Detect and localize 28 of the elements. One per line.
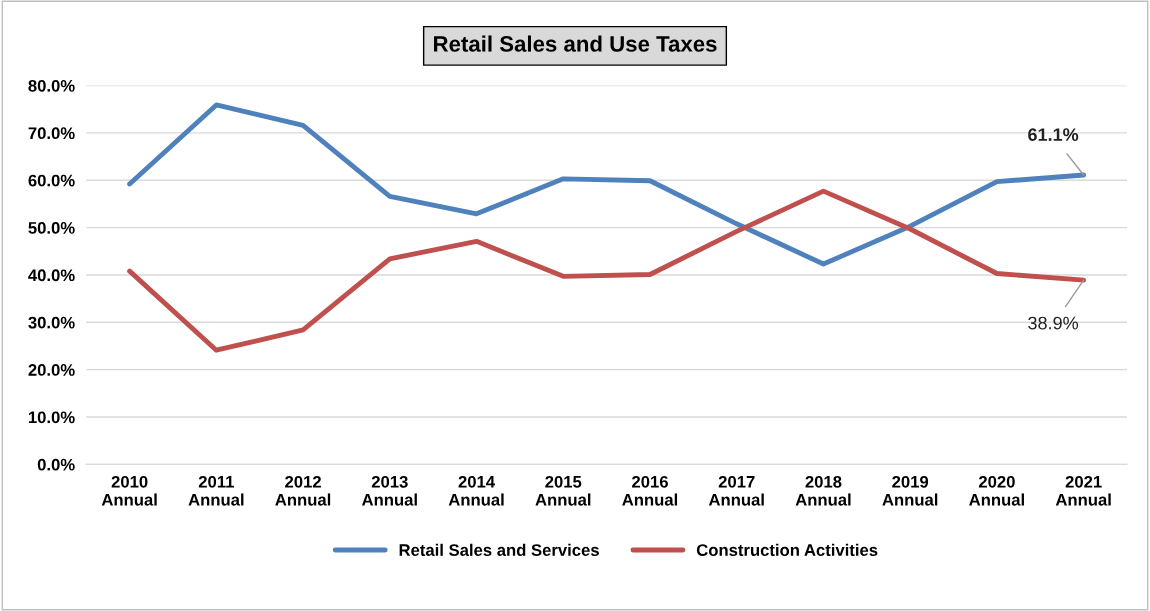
x-tick-label: 2010 Annual bbox=[101, 475, 157, 506]
y-tick-label: 20.0% bbox=[28, 364, 75, 376]
x-tick-label: 2019 Annual bbox=[882, 475, 938, 506]
x-tick-label: 2020 Annual bbox=[969, 475, 1024, 506]
legend-label: Retail Sales and Services bbox=[399, 543, 599, 556]
x-tick-label: 2021 Annual bbox=[1055, 475, 1111, 506]
x-tick-label: 2015 Annual bbox=[535, 475, 591, 506]
y-tick-label: 10.0% bbox=[28, 411, 75, 424]
y-tick-label: 30.0% bbox=[28, 316, 75, 329]
x-tick-label: 2012 Annual bbox=[275, 475, 331, 506]
line-series bbox=[127, 102, 1087, 267]
x-tick-label: 2018 Annual bbox=[795, 475, 851, 506]
y-tick-label: 40.0% bbox=[28, 269, 75, 282]
x-tick-label: 2017 Annual bbox=[708, 475, 764, 506]
y-tick-label: 80.0% bbox=[28, 79, 75, 92]
chart-title: Retail Sales and Use Taxes bbox=[434, 35, 717, 52]
y-tick-label: 70.0% bbox=[28, 127, 75, 140]
x-tick-label: 2016 Annual bbox=[622, 475, 678, 506]
x-tick-label: 2013 Annual bbox=[361, 475, 417, 506]
y-tick-label: 0.0% bbox=[37, 458, 75, 471]
y-tick-label: 60.0% bbox=[28, 174, 75, 187]
y-tick-label: 50.0% bbox=[28, 222, 75, 234]
annotation: 61.1% bbox=[1028, 128, 1079, 141]
line-series bbox=[127, 188, 1087, 353]
legend-label: Construction Activities bbox=[696, 543, 878, 556]
x-tick-label: 2014 Annual bbox=[448, 475, 504, 506]
x-tick-label: 2011 Annual bbox=[188, 475, 244, 506]
annotation: 38.9% bbox=[1028, 316, 1079, 330]
